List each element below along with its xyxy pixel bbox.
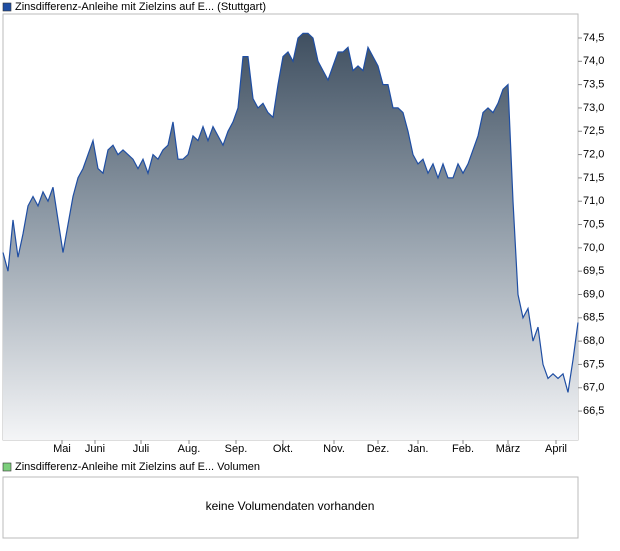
y-tick-label: 71,5 (583, 172, 604, 184)
volume-note: keine Volumendaten vorhanden (206, 499, 375, 513)
x-tick-label: Feb. (452, 443, 474, 455)
x-tick-label: Juli (133, 443, 150, 455)
y-tick-label: 73,0 (583, 102, 604, 114)
y-tick-label: 72,5 (583, 125, 604, 137)
x-tick-label: April (545, 443, 567, 455)
x-tick-label: Jan. (408, 443, 429, 455)
x-tick-label: März (496, 443, 520, 455)
x-tick-label: Okt. (273, 443, 293, 455)
y-tick-label: 69,5 (583, 265, 604, 277)
volume-frame (2, 476, 579, 539)
y-tick-label: 69,0 (583, 288, 604, 300)
y-tick-label: 68,0 (583, 335, 604, 347)
y-tick-label: 74,5 (583, 32, 604, 44)
x-tick-label: Juni (85, 443, 105, 455)
legend-label: Zinsdifferenz-Anleihe mit Zielzins auf E… (15, 461, 260, 473)
y-tick-label: 70,0 (583, 242, 604, 254)
y-tick-label: 66,5 (583, 405, 604, 417)
legend-swatch (2, 462, 12, 472)
x-tick-label: Sep. (225, 443, 248, 455)
legend-swatch (2, 2, 12, 12)
y-tick-label: 74,0 (583, 55, 604, 67)
price-line (2, 32, 579, 393)
y-tick-label: 72,0 (583, 148, 604, 160)
legend-label: Zinsdifferenz-Anleihe mit Zielzins auf E… (15, 1, 266, 13)
y-tick-label: 73,5 (583, 79, 604, 91)
x-tick-label: Nov. (323, 443, 345, 455)
x-tick-label: Aug. (178, 443, 201, 455)
y-tick-label: 68,5 (583, 312, 604, 324)
y-tick-label: 67,5 (583, 358, 604, 370)
area-fill (3, 33, 578, 441)
y-tick-label: 70,5 (583, 218, 604, 230)
x-tick-label: Dez. (367, 443, 390, 455)
y-tick-label: 71,0 (583, 195, 604, 207)
y-tick-label: 67,0 (583, 382, 604, 394)
x-tick-label: Mai (53, 443, 71, 455)
